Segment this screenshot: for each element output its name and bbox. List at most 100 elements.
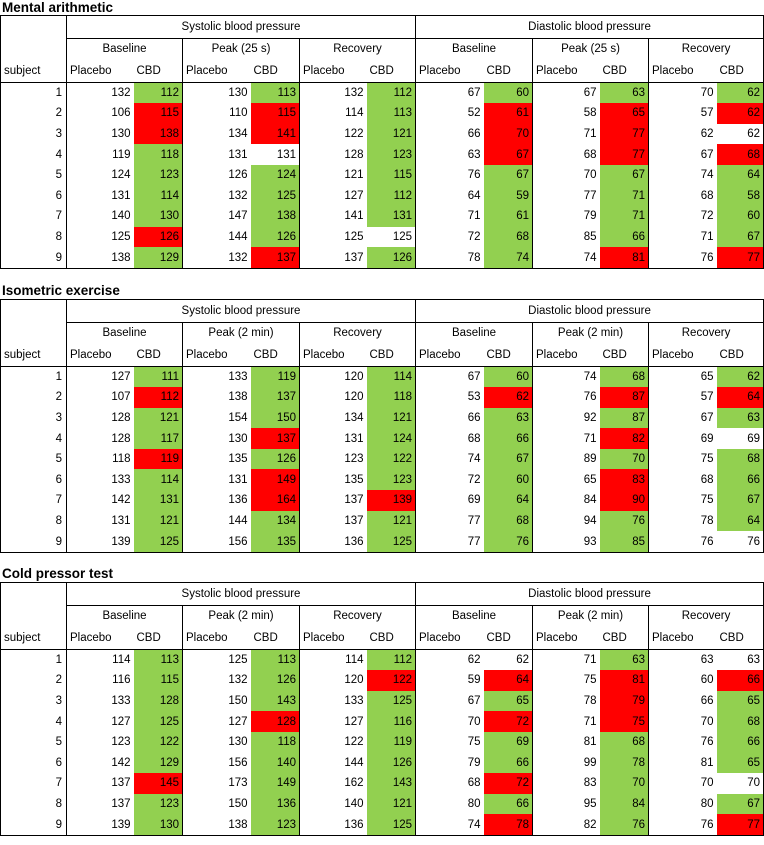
placebo-value: 141 <box>299 206 367 227</box>
placebo-value: 125 <box>182 648 251 671</box>
placebo-value: 114 <box>299 103 367 124</box>
corner-cell <box>0 605 67 627</box>
cbd-header: CBD <box>486 64 511 77</box>
subject-number: 6 <box>0 469 67 491</box>
placebo-value: 52 <box>415 103 484 124</box>
placebo-value: 75 <box>648 448 717 470</box>
cbd-value: 113 <box>366 103 416 124</box>
cbd-value: 123 <box>133 164 183 186</box>
placebo-value: 130 <box>66 123 134 145</box>
placebo-value: 136 <box>299 531 367 553</box>
cbd-value: 76 <box>483 531 533 553</box>
subject-header: subject <box>0 627 67 649</box>
cbd-value: 77 <box>716 247 764 269</box>
subject-number: 2 <box>0 103 67 124</box>
cbd-value: 143 <box>366 773 416 794</box>
placebo-value: 128 <box>66 428 134 449</box>
phase-header-recovery: Recovery <box>647 605 764 627</box>
placebo-value: 121 <box>299 164 367 186</box>
placebo-value: 120 <box>299 365 367 388</box>
section-title: Cold pressor test <box>2 566 114 581</box>
placebo-value: 76 <box>648 247 717 269</box>
cbd-header: CBD <box>716 627 764 649</box>
subject-number: 9 <box>0 531 67 553</box>
phase-header-peak: Peak (25 s) <box>532 38 649 60</box>
placebo-header: Placebo <box>299 60 367 82</box>
cbd-header: CBD <box>253 64 278 77</box>
placebo-value: 71 <box>532 123 600 145</box>
placebo-value: 119 <box>66 144 134 165</box>
bp-table: Systolic blood pressure Diastolic blood p… <box>0 582 764 836</box>
section-title: Isometric exercise <box>2 283 120 298</box>
placebo-value: 75 <box>415 731 484 753</box>
cbd-value: 84 <box>599 793 649 815</box>
table-row: 9 139 130 138 123 136 125 74 78 82 76 76 77 <box>0 814 764 836</box>
cbd-value: 66 <box>483 428 533 449</box>
corner-cell <box>0 15 67 38</box>
placebo-value: 114 <box>299 648 367 671</box>
placebo-value: 76 <box>415 164 484 186</box>
placebo-value: 137 <box>66 773 134 794</box>
table-row: 5 123 122 130 118 122 119 75 69 81 68 76 66 <box>0 731 764 753</box>
cbd-value: 134 <box>250 510 300 532</box>
placebo-value: 75 <box>648 490 717 511</box>
placebo-value: 130 <box>182 428 251 449</box>
table-row: 1 132 112 130 113 132 112 67 60 67 63 70 62 <box>0 81 764 104</box>
placebo-value: 72 <box>648 206 717 227</box>
cbd-value: 60 <box>483 469 533 491</box>
placebo-header: Placebo <box>648 344 717 366</box>
subject-number: 3 <box>0 407 67 429</box>
cbd-value: 125 <box>366 690 416 712</box>
placebo-value: 59 <box>415 670 484 691</box>
cbd-value: 137 <box>250 247 300 269</box>
cbd-value: 67 <box>483 164 533 186</box>
cbd-value: 112 <box>133 387 183 408</box>
cbd-value: 122 <box>133 731 183 753</box>
table-row: 2 106 115 110 115 114 113 52 61 58 65 57 62 <box>0 103 764 124</box>
placebo-value: 71 <box>415 206 484 227</box>
placebo-value: 57 <box>648 103 717 124</box>
placebo-value: 78 <box>648 510 717 532</box>
cbd-header: CBD <box>369 348 394 361</box>
placebo-value: 134 <box>182 123 251 145</box>
placebo-value: 81 <box>532 731 600 753</box>
placebo-value: 136 <box>299 814 367 836</box>
cbd-value: 149 <box>250 469 300 491</box>
placebo-header: Placebo <box>415 627 484 649</box>
cbd-header: CBD <box>602 348 627 361</box>
cbd-header: CBD <box>136 348 161 361</box>
placebo-value: 132 <box>182 185 251 207</box>
placebo-value: 76 <box>648 814 717 836</box>
subject-number: 3 <box>0 123 67 145</box>
systolic-header: Systolic blood pressure <box>66 15 416 39</box>
cbd-value: 60 <box>716 206 764 227</box>
placebo-value: 83 <box>532 773 600 794</box>
phase-header-baseline: Baseline <box>66 38 183 60</box>
cbd-value: 64 <box>716 387 764 408</box>
cbd-value: 122 <box>366 670 416 691</box>
placebo-value: 131 <box>182 144 251 165</box>
placebo-value: 154 <box>182 407 251 429</box>
cbd-value: 67 <box>483 448 533 470</box>
placebo-value: 138 <box>66 247 134 269</box>
cbd-value: 67 <box>483 144 533 165</box>
placebo-header: Placebo <box>182 627 251 649</box>
cbd-value: 78 <box>483 814 533 836</box>
placebo-value: 75 <box>532 670 600 691</box>
placebo-value: 71 <box>532 428 600 449</box>
placebo-value: 140 <box>66 206 134 227</box>
cbd-value: 135 <box>250 531 300 553</box>
cbd-value: 143 <box>250 690 300 712</box>
cbd-value: 149 <box>250 773 300 794</box>
cbd-value: 138 <box>133 123 183 145</box>
placebo-value: 127 <box>182 711 251 732</box>
cbd-value: 71 <box>599 206 649 227</box>
placebo-value: 70 <box>648 81 717 104</box>
placebo-value: 93 <box>532 531 600 553</box>
phase-header-baseline: Baseline <box>66 605 183 627</box>
subject-number: 4 <box>0 711 67 732</box>
placebo-value: 95 <box>532 793 600 815</box>
cbd-value: 66 <box>483 752 533 774</box>
cbd-value: 126 <box>366 247 416 269</box>
table-row: 4 119 118 131 131 128 123 63 67 68 77 67 68 <box>0 144 764 165</box>
